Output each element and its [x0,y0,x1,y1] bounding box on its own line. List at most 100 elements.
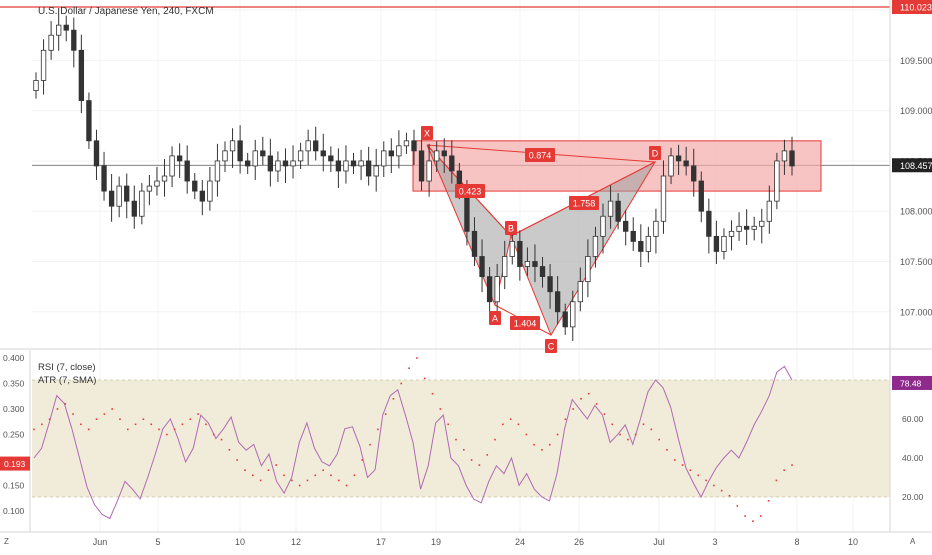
atr-point [744,515,746,517]
candle-body-down [539,266,546,277]
candle [713,220,720,265]
candle-body-down [691,165,697,182]
atr-point [509,418,512,420]
candle [607,185,614,229]
candle [139,183,145,225]
candle-body-down [638,240,644,252]
candle-body-down [554,291,561,313]
candle [554,276,561,325]
candle-body-down [615,200,621,222]
rsi-band [32,379,890,498]
candle [766,185,772,234]
candle-body-down [108,190,115,207]
candle-body-up [373,165,379,177]
candle [517,230,523,281]
candle-body-up [290,160,296,167]
pattern-point-marker [545,339,557,353]
candle [403,132,410,154]
atr-point [564,418,567,420]
candle-body-down [78,49,85,101]
atr-point [306,479,309,482]
candle [789,136,795,176]
atr-point [80,423,82,426]
atr-axis-label: 0.300 [3,404,25,414]
candle [600,203,606,254]
candle [547,264,553,309]
atr-point [572,408,574,410]
atr-legend: ATR (7, SMA) [38,375,97,386]
candle [743,209,750,245]
atr-point [673,459,676,461]
candle [426,143,432,197]
candle-body-up [668,155,674,177]
candle [751,216,757,241]
candle [373,148,379,192]
atr-point [447,423,449,426]
candle [214,143,221,197]
pattern-point-label: D [652,149,659,159]
atr-point [126,428,129,431]
candle [653,208,659,254]
atr-value: 0.193 [4,459,26,469]
candle [343,145,349,184]
candle [759,208,765,244]
atr-point [791,464,793,466]
atr-point [95,418,98,420]
candle [645,226,652,263]
candle-body-down [698,180,704,212]
candle-body-up [434,150,440,162]
candle [169,146,175,188]
atr-point [244,469,246,471]
pattern-point-label: A [492,314,498,324]
corner-left[interactable]: Z [4,537,9,546]
atr-point [689,469,692,471]
atr-point [541,449,543,451]
atr-point [189,418,192,420]
candle-body-up [56,24,62,36]
candle-body-down [237,140,243,162]
candle-body-down [449,155,455,172]
candle-body-up [214,160,221,182]
candle-body-up [653,220,659,237]
candle [229,128,236,168]
auto-scale-button[interactable]: A [910,537,916,546]
candle [199,180,205,216]
atr-point [142,418,145,420]
atr-point [56,408,59,410]
atr-point [462,449,465,451]
atr-point [275,464,278,466]
candle [86,92,92,149]
candle-body-up [396,145,402,157]
candle [592,226,599,268]
atr-point [720,489,723,492]
candle [184,145,190,194]
candle [502,240,508,290]
atr-point [345,484,348,487]
atr-point [205,423,207,426]
pattern-point-marker [505,221,517,235]
atr-point [666,449,668,451]
candle [305,129,311,165]
candle [222,141,228,172]
candle [623,210,629,246]
candle [328,146,334,172]
candle-body-up [494,276,500,303]
candle-body-down [282,160,289,167]
x-tick-label: 12 [291,537,301,547]
atr-point [767,500,770,502]
atr-point [439,408,442,410]
atr-point [556,433,559,436]
atr-point [580,398,582,400]
candle-body-down [675,155,682,162]
atr-point [291,479,293,482]
atr-point [33,428,35,431]
atr-point [197,413,199,415]
y-tick-label: 107.000 [900,307,932,317]
atr-point [455,438,457,441]
candle [297,142,304,169]
atr-axis-label: 0.350 [3,379,25,389]
candle-body-down [547,276,553,293]
atr-point [119,418,121,420]
rsi-band-fill [32,380,890,497]
